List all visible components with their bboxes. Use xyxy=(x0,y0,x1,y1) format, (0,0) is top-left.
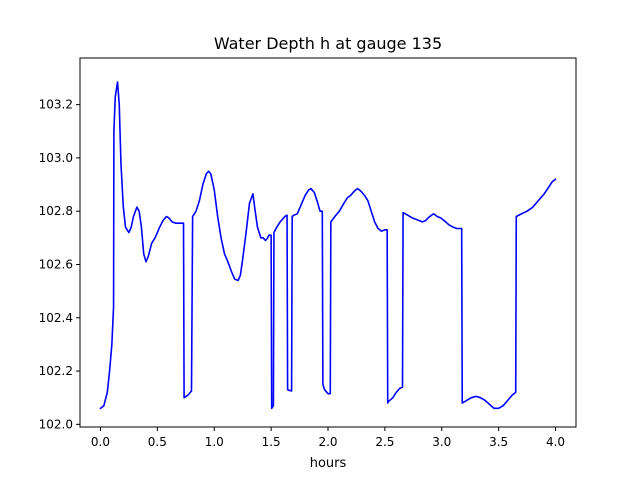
y-tick-label: 103.2 xyxy=(39,98,73,112)
y-tick-label: 102.8 xyxy=(39,204,73,218)
y-tick-label: 103.0 xyxy=(39,151,73,165)
x-tick-label: 2.0 xyxy=(318,435,337,449)
x-tick-label: 0.0 xyxy=(91,435,110,449)
x-tick-label: 3.0 xyxy=(432,435,451,449)
x-tick-label: 3.5 xyxy=(489,435,508,449)
x-tick-label: 4.0 xyxy=(546,435,565,449)
x-tick-label: 1.5 xyxy=(262,435,281,449)
x-axis-label: hours xyxy=(310,456,347,471)
y-tick-label: 102.2 xyxy=(39,364,73,378)
y-tick-label: 102.0 xyxy=(39,417,73,431)
y-tick-label: 102.4 xyxy=(39,311,73,325)
y-tick-label: 102.6 xyxy=(39,257,73,271)
y-axis-ticks: 102.0 102.2 102.4 102.6 102.8 103.0 103.2 xyxy=(39,98,80,431)
x-tick-label: 1.0 xyxy=(205,435,224,449)
x-axis-ticks: 0.0 0.5 1.0 1.5 2.0 2.5 3.0 3.5 4.0 xyxy=(91,427,565,449)
x-tick-label: 0.5 xyxy=(148,435,167,449)
plot-frame xyxy=(79,57,577,428)
chart-title: Water Depth h at gauge 135 xyxy=(214,34,442,53)
x-tick-label: 2.5 xyxy=(375,435,394,449)
series-line xyxy=(99,81,557,410)
